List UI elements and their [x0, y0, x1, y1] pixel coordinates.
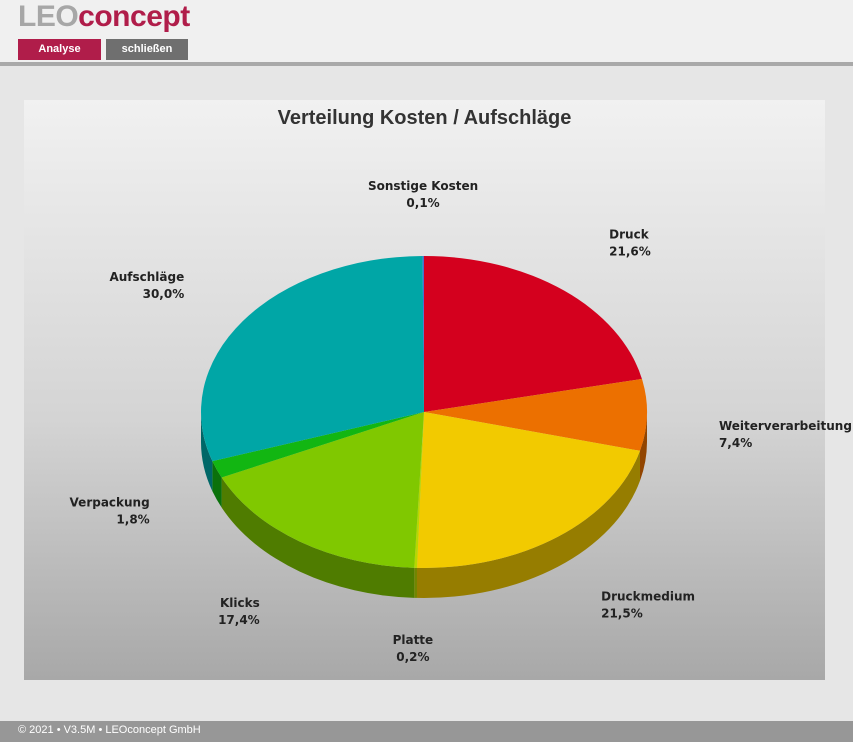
chart-title: Verteilung Kosten / Aufschläge — [277, 107, 572, 129]
pie-sides — [201, 412, 647, 598]
pie-value-druck: 21,6% — [609, 244, 651, 258]
footer-copyright: © 2021 • V3.5M • LEOconcept GmbH — [18, 724, 201, 736]
close-button[interactable]: schließen — [106, 39, 188, 60]
pie-slices — [201, 256, 647, 568]
pie-slice-klicks[interactable] — [221, 412, 424, 568]
pie-value-klicks: 17,4% — [218, 613, 260, 627]
pie-label-platte: Platte — [393, 633, 434, 647]
pie-labels: Druck 21,6% Weiterverarbeitung 7,4% Druckmed… — [70, 179, 852, 664]
pie-label-aufschl-ge: Aufschläge — [109, 270, 184, 284]
brand-logo: LEOconcept — [18, 0, 190, 34]
pie-slice-weiterverarbeitung[interactable] — [424, 378, 647, 451]
pie-value-aufschl-ge: 30,0% — [143, 287, 185, 301]
pie-label-druckmedium: Druckmedium — [601, 589, 695, 603]
pie-label-druck: Druck — [609, 227, 650, 241]
pie-slice-verpackung[interactable] — [212, 412, 424, 478]
logo-text-concept: concept — [78, 0, 190, 33]
pie-side-platte — [414, 567, 417, 598]
pie-value-platte: 0,2% — [396, 650, 429, 664]
pie-slice-druck[interactable] — [424, 256, 642, 412]
pie-label-sonstige-kosten: Sonstige Kosten — [368, 179, 478, 193]
header-separator — [0, 62, 853, 66]
pie-slice-aufschl-ge[interactable] — [201, 256, 424, 462]
pie-side-verpackung — [212, 461, 222, 508]
pie-value-verpackung: 1,8% — [116, 512, 149, 526]
footer: © 2021 • V3.5M • LEOconcept GmbH — [0, 721, 853, 742]
analyse-button[interactable]: Analyse — [18, 39, 101, 60]
pie-side-aufschl-ge — [201, 412, 213, 492]
pie-label-verpackung: Verpackung — [70, 495, 150, 509]
pie-value-sonstige-kosten: 0,1% — [406, 196, 439, 210]
pie-label-klicks: Klicks — [220, 596, 260, 610]
pie-label-weiterverarbeitung: Weiterverarbeitung — [719, 419, 852, 433]
pie-slice-platte[interactable] — [414, 412, 424, 568]
pie-value-druckmedium: 21,5% — [601, 606, 643, 620]
pie-value-weiterverarbeitung: 7,4% — [719, 436, 752, 450]
pie-slice-druckmedium[interactable] — [416, 412, 640, 568]
pie-side-druckmedium — [416, 450, 640, 598]
top-bar: LEOconcept Analyse schließen — [0, 0, 853, 62]
pie-side-klicks — [221, 477, 415, 598]
pie-slice-sonstige-kosten[interactable] — [422, 256, 424, 412]
logo-text-leo: LEO — [18, 0, 79, 33]
pie-side-weiterverarbeitung — [639, 412, 647, 481]
